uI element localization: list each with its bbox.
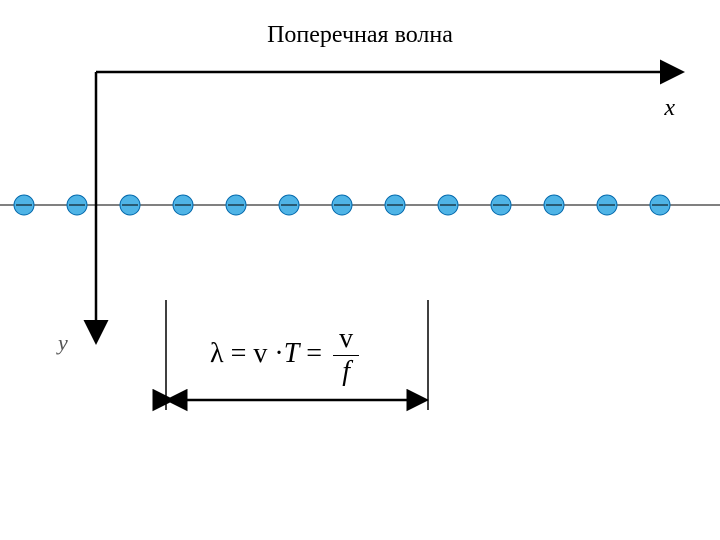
wave-diagram: [0, 0, 720, 540]
